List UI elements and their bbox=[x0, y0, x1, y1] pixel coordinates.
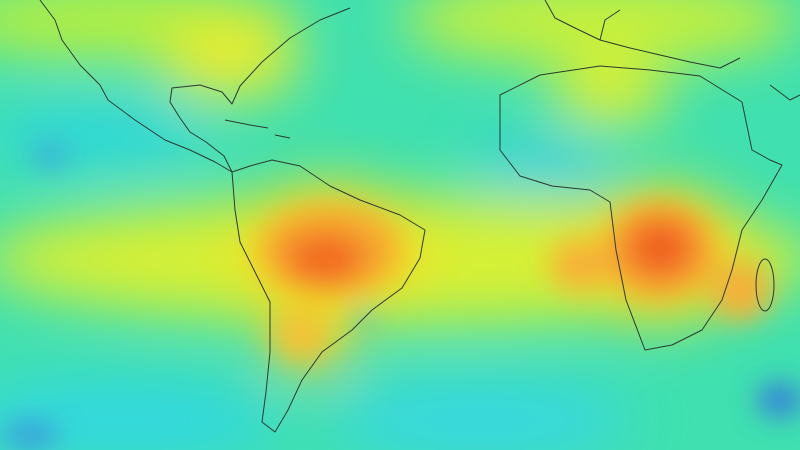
north-america-coast bbox=[39, 0, 351, 173]
europe-coast bbox=[544, 0, 800, 101]
south-america-coast bbox=[231, 159, 426, 433]
hotspots bbox=[2, 147, 800, 447]
coastlines bbox=[39, 0, 800, 433]
caribbean-coast bbox=[224, 119, 291, 139]
africa-coast bbox=[499, 65, 783, 351]
madagascar-coast bbox=[755, 258, 775, 312]
